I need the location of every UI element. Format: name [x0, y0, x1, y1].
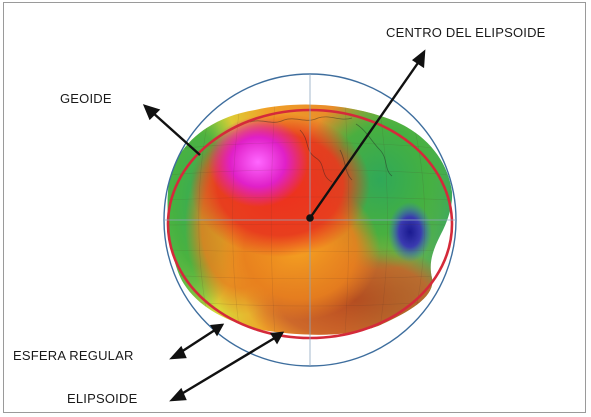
annotation-arrows	[142, 49, 426, 402]
ellipsoid-arrow	[177, 334, 279, 398]
sphere-arrow	[177, 326, 219, 356]
sphere-arrow-tail-head	[209, 323, 225, 337]
sphere-label: ESFERA REGULAR	[13, 348, 134, 363]
geoid-label: GEOIDE	[60, 91, 112, 106]
ellipsoid-arrowhead	[169, 387, 187, 402]
geoid-arrowhead	[142, 104, 161, 121]
center-arrow	[309, 59, 421, 219]
ellipsoid-label: ELIPSOIDE	[67, 391, 138, 406]
ellipsoid-arrow-tail-head	[269, 331, 285, 345]
geoid-arrow	[151, 111, 201, 156]
sphere-arrowhead	[169, 345, 187, 360]
center-arrowhead	[411, 49, 426, 69]
center-label: CENTRO DEL ELIPSOIDE	[386, 25, 546, 40]
